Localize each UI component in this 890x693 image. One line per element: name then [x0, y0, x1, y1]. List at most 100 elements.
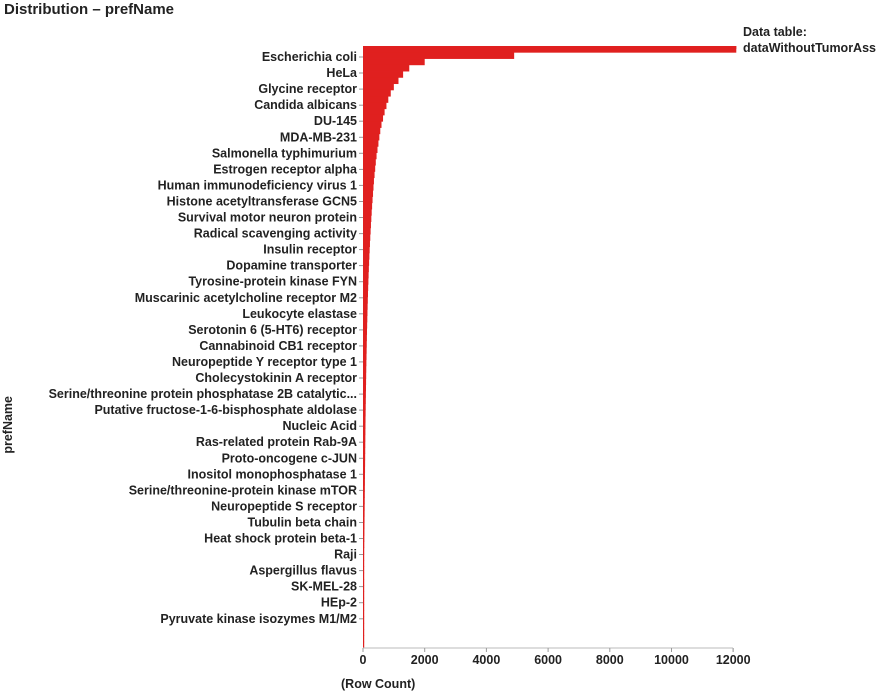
bar: [363, 296, 368, 304]
bar: [363, 58, 425, 66]
category-label: Tyrosine-protein kinase FYN: [188, 275, 357, 289]
bar: [363, 497, 365, 505]
x-tick-label: 8000: [596, 653, 624, 667]
category-label: Serine/threonine protein phosphatase 2B …: [49, 387, 357, 401]
bar: [363, 441, 366, 448]
category-label: Candida albicans: [254, 98, 357, 112]
category-label: HEp-2: [321, 596, 357, 610]
bar: [363, 560, 365, 567]
category-label: Neuropeptide S receptor: [211, 499, 357, 513]
bar: [363, 459, 366, 467]
category-label: Pyruvate kinase isozymes M1/M2: [160, 612, 357, 626]
bar: [363, 484, 365, 492]
bar-escherichia-coli: [363, 46, 737, 49]
bar: [363, 71, 404, 78]
bar: [363, 271, 369, 279]
bar: [363, 353, 367, 360]
bar: [363, 140, 379, 147]
bar: [363, 604, 365, 611]
category-label: Nucleic Acid: [282, 419, 357, 433]
bar: [363, 522, 365, 530]
bar: [363, 528, 365, 536]
category-label: DU-145: [314, 114, 357, 128]
bar: [363, 114, 384, 122]
bar: [363, 252, 370, 260]
bar: [363, 478, 365, 486]
bar: [363, 340, 367, 348]
bar: [363, 196, 373, 204]
bar: [363, 171, 375, 179]
bar: [363, 121, 382, 128]
bar: [363, 466, 366, 473]
bar: [363, 334, 367, 342]
bar: [363, 209, 372, 216]
category-label: Cannabinoid CB1 receptor: [199, 339, 357, 353]
bar: [363, 177, 374, 185]
category-label: Serine/threonine-protein kinase mTOR: [129, 483, 357, 497]
bar: [363, 453, 366, 461]
bar: [363, 52, 515, 59]
category-label: Putative fructose-1-6-bisphosphate aldol…: [94, 403, 357, 417]
bar: [363, 234, 371, 241]
category-label: Tubulin beta chain: [248, 516, 358, 530]
category-label: Proto-oncogene c-JUN: [222, 451, 357, 465]
category-label: Escherichia coli: [262, 50, 357, 64]
bar: [363, 372, 367, 379]
bar: [363, 227, 371, 235]
bar: [363, 491, 365, 498]
category-label: Human immunodeficiency virus 1: [158, 178, 357, 192]
bar: [363, 359, 367, 367]
chart-title: Distribution – prefName: [4, 1, 175, 18]
category-label: Survival motor neuron protein: [178, 211, 357, 225]
bar: [363, 597, 365, 605]
bar: [363, 278, 369, 285]
category-label: SK-MEL-28: [291, 580, 357, 594]
category-label: Serotonin 6 (5-HT6) receptor: [188, 323, 357, 337]
x-axis-label: (Row Count): [341, 677, 416, 691]
bar: [363, 510, 365, 517]
x-tick-label: 2000: [411, 653, 439, 667]
bar: [363, 284, 369, 291]
x-tick-label: 0: [360, 653, 367, 667]
bar: [363, 415, 366, 423]
bar: [363, 553, 365, 561]
category-label: Cholecystokinin A receptor: [195, 371, 357, 385]
bar: [363, 516, 365, 523]
bar: [363, 246, 370, 254]
bar: [363, 202, 373, 210]
bar: [363, 133, 380, 141]
bar: [363, 616, 365, 624]
bar: [363, 610, 365, 618]
bar: [363, 321, 368, 329]
bar: [363, 77, 399, 85]
bar: [363, 146, 378, 153]
category-label: Glycine receptor: [258, 82, 357, 96]
bar: [363, 46, 737, 53]
category-label: Inositol monophosphatase 1: [188, 467, 358, 481]
bar: [363, 303, 368, 310]
bar: [363, 390, 366, 398]
bar: [363, 347, 367, 354]
x-tick-label: 10000: [654, 653, 689, 667]
category-label: Aspergillus flavus: [249, 564, 357, 578]
bar: [363, 428, 366, 436]
bar: [363, 572, 365, 580]
bar: [363, 309, 368, 317]
bar: [363, 503, 365, 511]
category-label: Raji: [334, 548, 357, 562]
bar: [363, 635, 365, 643]
category-label: Muscarinic acetylcholine receptor M2: [135, 291, 357, 305]
bar: [363, 384, 366, 392]
category-label: Histone acetyltransferase GCN5: [167, 195, 357, 209]
bar: [363, 83, 394, 91]
category-label: Dopamine transporter: [226, 259, 357, 273]
bar: [363, 629, 365, 636]
bar: [363, 190, 374, 197]
category-label: HeLa: [326, 66, 358, 80]
axes-group: 0 2000 4000 6000 8000 10000 12000: [359, 56, 751, 667]
bar: [363, 265, 369, 273]
bar: [363, 409, 366, 417]
bar: [363, 365, 367, 373]
bar: [363, 378, 367, 386]
bar: [363, 328, 368, 335]
